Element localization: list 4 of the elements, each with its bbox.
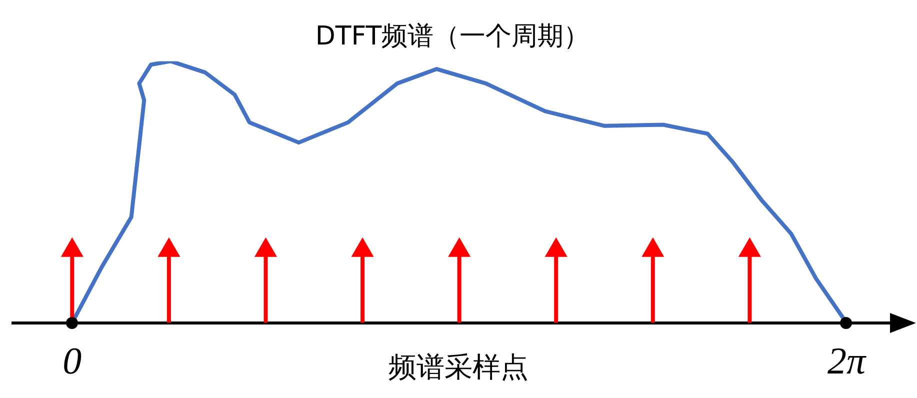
x-axis-title: 频谱采样点 xyxy=(388,350,528,384)
chart-title: DTFT频谱（一个周期） xyxy=(315,21,590,52)
x-tick-label: 2π xyxy=(827,340,866,383)
x-tick-label: 0 xyxy=(62,340,82,383)
